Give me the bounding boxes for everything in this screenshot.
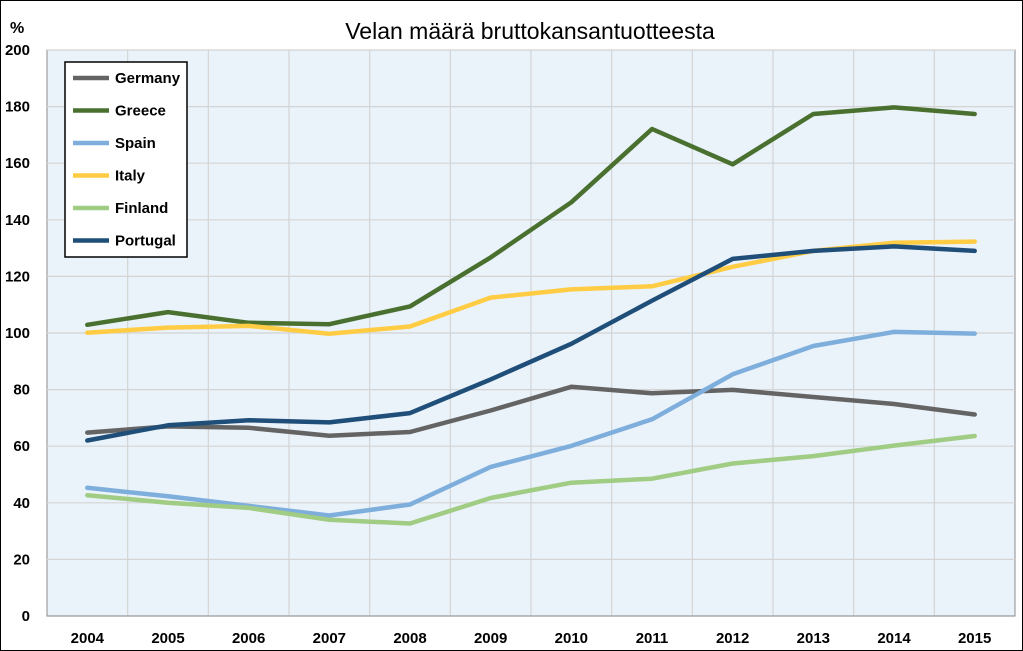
legend-label: Germany — [115, 70, 181, 87]
legend-label: Italy — [115, 168, 146, 185]
x-tick-label: 2015 — [958, 630, 991, 647]
legend-label: Finland — [115, 200, 168, 217]
y-tick-label: 20 — [13, 551, 30, 568]
y-tick-label: 40 — [13, 495, 30, 512]
y-tick-label: 160 — [5, 155, 30, 172]
y-tick-label: 0 — [22, 608, 30, 625]
x-axis-ticks: 2004 2005 2006 2007 2008 2009 2010 2011 2012 2013… — [71, 630, 992, 647]
y-tick-label: 100 — [5, 325, 30, 342]
series-lines — [85, 105, 977, 526]
legend-label: Portugal — [115, 233, 176, 250]
x-tick-label: 2004 — [71, 630, 105, 647]
x-tick-label: 2008 — [393, 630, 426, 647]
x-tick-label: 2012 — [716, 630, 749, 647]
x-tick-label: 2005 — [151, 630, 184, 647]
y-axis-unit: % — [10, 20, 24, 37]
series-line-portugal — [85, 244, 977, 443]
series-line-finland — [85, 433, 977, 526]
x-tick-label: 2007 — [313, 630, 346, 647]
y-tick-label: 140 — [5, 212, 30, 229]
series-line-greece — [85, 105, 977, 328]
y-tick-label: 80 — [13, 382, 30, 399]
y-axis-ticks: 0 20 40 60 80 100 120 140 160 180 200 — [5, 42, 30, 625]
x-tick-label: 2014 — [877, 630, 911, 647]
chart-title: Velan määrä bruttokansantuotteesta — [345, 18, 715, 44]
y-tick-label: 200 — [5, 42, 30, 59]
legend-label: Spain — [115, 135, 156, 152]
x-tick-label: 2013 — [797, 630, 830, 647]
x-tick-label: 2009 — [474, 630, 507, 647]
y-tick-label: 180 — [5, 99, 30, 116]
series-line-spain — [85, 329, 977, 518]
gridlines — [47, 49, 1015, 617]
series-line-germany — [85, 384, 977, 438]
x-tick-label: 2011 — [636, 630, 669, 647]
x-tick-label: 2006 — [232, 630, 265, 647]
y-tick-label: 60 — [13, 438, 30, 455]
legend: Germany Greece Spain Italy Finland Portugal — [64, 61, 188, 258]
x-tick-label: 2010 — [555, 630, 588, 647]
legend-label: Greece — [115, 103, 166, 120]
legend-box — [64, 61, 188, 258]
y-tick-label: 120 — [5, 268, 30, 285]
